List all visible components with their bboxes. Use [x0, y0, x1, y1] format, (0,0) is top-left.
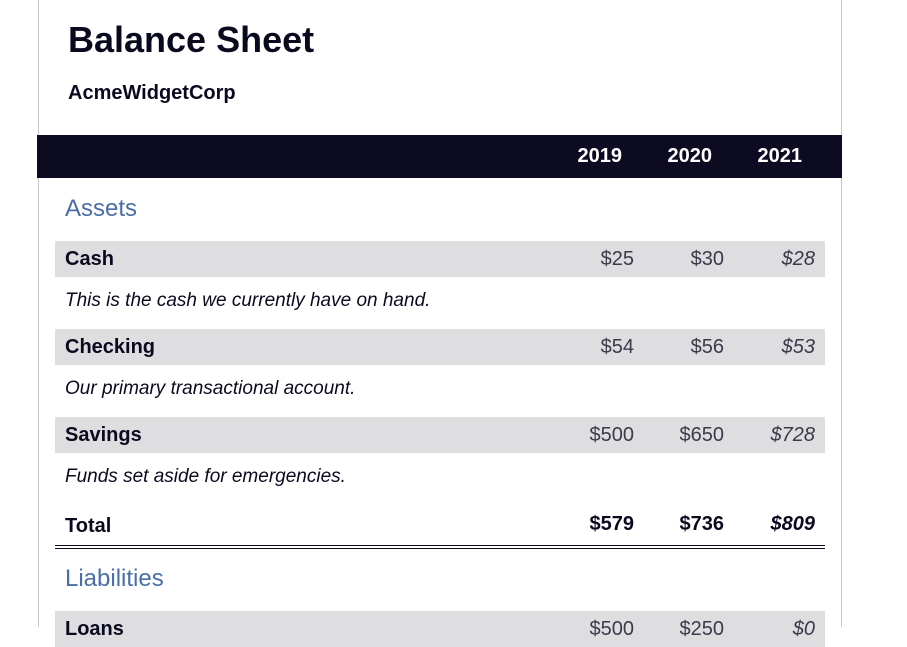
loans-2020-value: $250	[679, 618, 725, 640]
assets-section-title: Assets	[65, 195, 138, 222]
cash-2019-value: $25	[600, 248, 634, 270]
cash-2021-value: $28	[781, 248, 815, 270]
checking-2019-value: $54	[600, 336, 634, 358]
savings-2021-value: $728	[770, 424, 816, 446]
cash-2020-value: $30	[690, 248, 724, 270]
total-2021-value: $809	[770, 513, 816, 535]
total-2020-value: $736	[679, 513, 725, 535]
checking-2020-value: $56	[690, 336, 724, 358]
row-label: Cash	[65, 248, 114, 270]
total-label: Total	[65, 515, 112, 537]
assets-total-row: Total $579 $736 $809	[55, 505, 825, 549]
row-label: Savings	[65, 424, 142, 446]
company-name: AcmeWidgetCorp	[68, 82, 236, 104]
row-label: Checking	[65, 336, 156, 358]
table-row-savings: Savings $500 $650 $728	[55, 417, 825, 453]
liabilities-section-title: Liabilities	[65, 565, 164, 592]
savings-2020-value: $650	[679, 424, 725, 446]
total-2019-value: $579	[589, 513, 635, 535]
checking-2021-value: $53	[781, 336, 815, 358]
cash-description: This is the cash we currently have on ha…	[65, 290, 431, 311]
balance-sheet-page: Balance Sheet AcmeWidgetCorp	[38, 0, 842, 627]
year-header-2020: 2020	[667, 145, 713, 167]
year-header-bar: 2019 2020 2021	[37, 135, 842, 178]
table-row-cash: Cash $25 $30 $28	[55, 241, 825, 277]
table-row-loans: Loans $500 $250 $0	[55, 611, 825, 647]
savings-2019-value: $500	[589, 424, 635, 446]
checking-description: Our primary transactional account.	[65, 378, 356, 399]
year-header-2021: 2021	[757, 145, 803, 167]
savings-description: Funds set aside for emergencies.	[65, 466, 346, 487]
page-title: Balance Sheet	[68, 19, 315, 60]
table-row-checking: Checking $54 $56 $53	[55, 329, 825, 365]
loans-2021-value: $0	[792, 618, 815, 640]
year-header-2019: 2019	[577, 145, 623, 167]
loans-2019-value: $500	[589, 618, 635, 640]
row-label: Loans	[65, 618, 124, 640]
